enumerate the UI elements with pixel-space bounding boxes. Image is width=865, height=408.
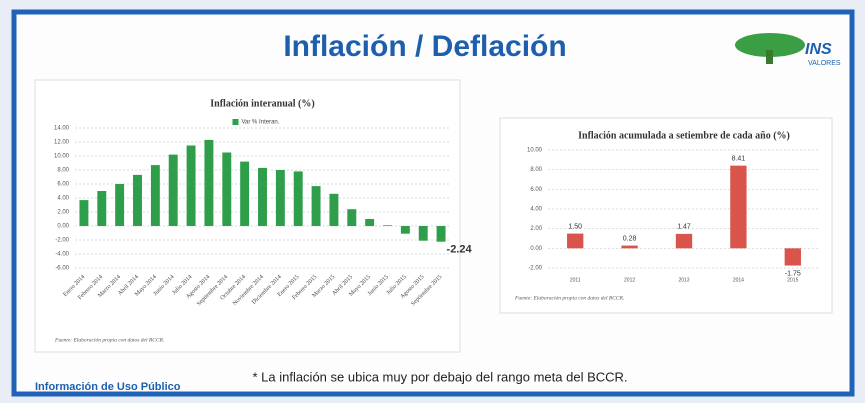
bar	[400, 226, 410, 234]
bar	[329, 193, 339, 226]
footer: Información de Uso Público	[35, 381, 181, 393]
bar	[133, 174, 142, 226]
bar	[675, 233, 693, 249]
y-tick-label: 6.00	[530, 187, 542, 193]
data-label: -2.24	[447, 244, 473, 256]
y-tick-label: -2.00	[528, 266, 542, 272]
x-tick-label: 2014	[733, 277, 744, 283]
bar	[436, 226, 446, 242]
bar	[365, 219, 375, 226]
x-tick-label: 2011	[570, 277, 581, 283]
bar	[258, 167, 267, 226]
chart-panel	[499, 117, 833, 314]
bar	[383, 225, 392, 226]
bar	[168, 154, 178, 226]
y-tick-label: -4.00	[55, 252, 69, 258]
y-tick-label: 10.00	[527, 148, 543, 154]
bar	[418, 226, 428, 241]
x-tick-label: 2015	[787, 277, 798, 283]
bar	[784, 248, 801, 266]
y-tick-label: 2.00	[530, 226, 542, 232]
bar	[311, 186, 321, 226]
data-label: 0.28	[623, 235, 637, 242]
x-tick-label: 2012	[624, 277, 635, 283]
y-tick-label: 14.00	[54, 126, 70, 132]
y-tick-label: 0.00	[530, 246, 542, 252]
bar	[293, 171, 303, 226]
bar	[567, 233, 584, 249]
chart-source: Fuente: Elaboración propia con datos del…	[54, 337, 164, 343]
y-tick-label: 6.00	[57, 182, 69, 188]
data-label: 1.50	[568, 223, 582, 230]
bar	[204, 139, 214, 226]
bar	[240, 161, 250, 226]
bar	[222, 152, 232, 226]
data-label: 8.41	[732, 155, 746, 162]
y-tick-label: -2.00	[55, 238, 69, 244]
data-label: 1.47	[677, 224, 691, 231]
note: * La inflación se ubica muy por debajo d…	[252, 369, 627, 384]
slide-title: Inflación / Deflación	[283, 30, 566, 63]
y-tick-label: 12.00	[54, 140, 70, 146]
bar	[186, 145, 196, 226]
legend-swatch	[232, 119, 239, 125]
y-tick-label: 0.00	[57, 224, 69, 230]
bar	[150, 165, 160, 226]
bar	[97, 191, 107, 226]
chart-source: Fuente: Elaboración propia con datos del…	[514, 295, 624, 301]
data-label: -1.75	[785, 270, 801, 277]
bar	[115, 184, 125, 226]
y-tick-label: 8.00	[57, 168, 69, 174]
y-tick-label: 4.00	[530, 207, 542, 213]
bar	[621, 245, 638, 249]
chart-title: Inflación acumulada a setiembre de cada …	[578, 130, 790, 141]
bar	[730, 165, 747, 249]
y-tick-label: 4.00	[57, 196, 69, 202]
legend-label: Var % Interan.	[242, 120, 280, 126]
y-tick-label: -6.00	[55, 266, 69, 272]
bar	[79, 200, 89, 226]
logo-trunk	[766, 50, 773, 64]
logo-tree	[735, 33, 805, 57]
x-tick-label: 2013	[678, 277, 689, 283]
chart-title: Inflación interanual (%)	[210, 98, 314, 109]
bar	[347, 209, 357, 226]
bar	[275, 170, 285, 226]
logo-sub: VALORES	[808, 60, 841, 67]
y-tick-label: 8.00	[530, 167, 542, 173]
logo-name: INS	[805, 41, 832, 58]
y-tick-label: 10.00	[54, 154, 70, 160]
y-tick-label: 2.00	[57, 210, 69, 216]
